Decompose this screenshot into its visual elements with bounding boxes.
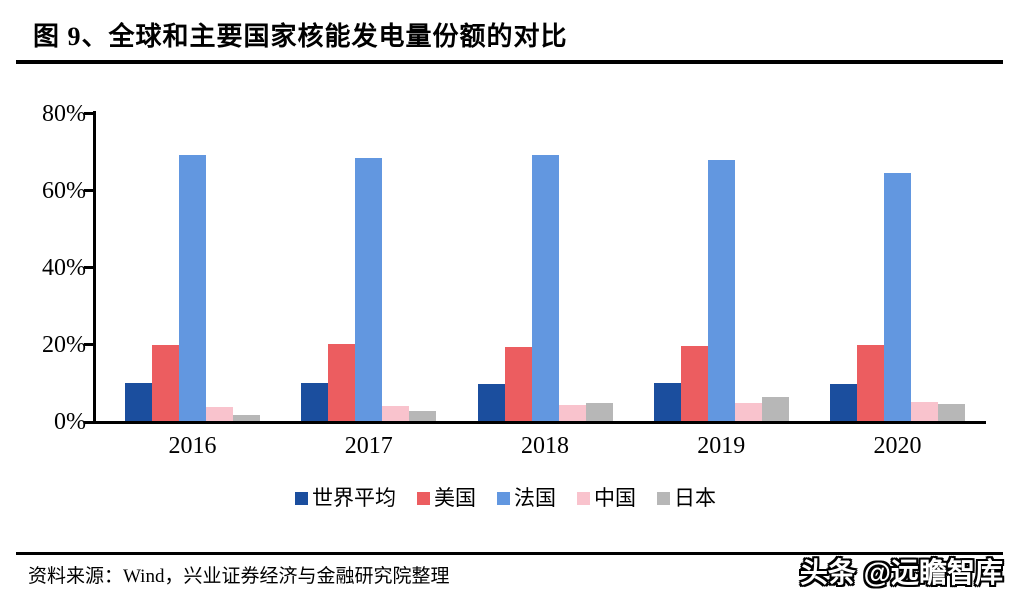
bar-世界平均-2019 xyxy=(653,383,681,421)
bar-中国-2016 xyxy=(206,407,233,421)
bar-日本-2020 xyxy=(938,404,965,421)
bar-法国-2017 xyxy=(355,157,383,421)
bar-中国-2017 xyxy=(382,406,410,421)
bar-美国-2019 xyxy=(680,345,708,421)
source-note: 资料来源：Wind，兴业证券经济与金融研究院整理 xyxy=(28,566,450,587)
y-tick-label: 60% xyxy=(42,178,86,204)
y-tick-mark xyxy=(84,343,94,346)
bar-美国-2018 xyxy=(504,347,532,421)
legend-item-世界平均: 世界平均 xyxy=(295,482,396,512)
bar-日本-2019 xyxy=(761,396,789,421)
legend-item-日本: 日本 xyxy=(657,482,716,512)
legend-label: 世界平均 xyxy=(312,486,396,510)
legend-swatch-icon xyxy=(417,491,430,505)
legend-label: 美国 xyxy=(434,486,476,510)
y-tick-mark xyxy=(84,266,94,269)
legend-item-法国: 法国 xyxy=(497,482,556,512)
bar-中国-2019 xyxy=(734,402,762,421)
y-tick-label: 80% xyxy=(42,101,86,127)
footer-divider xyxy=(16,552,1003,555)
bar-日本-2016 xyxy=(233,414,260,421)
y-tick-label: 20% xyxy=(42,332,86,358)
legend-item-中国: 中国 xyxy=(577,482,636,512)
legend-swatch-icon xyxy=(295,491,308,505)
legend-label: 日本 xyxy=(674,486,716,510)
legend-swatch-icon xyxy=(657,491,670,505)
watermark: 头条 @远瞻智库 xyxy=(799,557,1003,588)
x-axis xyxy=(84,421,986,424)
bar-美国-2020 xyxy=(857,345,884,421)
bar-中国-2020 xyxy=(911,401,938,421)
x-category-label: 2016 xyxy=(168,433,217,459)
x-category-label: 2017 xyxy=(344,433,393,459)
chart-legend: 世界平均 美国 法国 中国 日本 xyxy=(0,482,1011,512)
legend-label: 中国 xyxy=(594,486,636,510)
bar-美国-2016 xyxy=(152,345,179,421)
legend-swatch-icon xyxy=(577,491,590,505)
x-category-label: 2018 xyxy=(521,433,569,459)
bar-法国-2016 xyxy=(179,155,206,421)
bar-法国-2018 xyxy=(531,155,559,421)
bar-世界平均-2018 xyxy=(477,383,505,421)
y-tick-mark xyxy=(84,189,94,192)
legend-swatch-icon xyxy=(497,491,510,505)
bar-美国-2017 xyxy=(328,344,356,421)
bar-世界平均-2016 xyxy=(125,382,152,421)
title-divider xyxy=(16,60,1003,64)
bar-中国-2018 xyxy=(558,405,586,421)
y-tick-label: 0% xyxy=(54,409,86,435)
x-category-label: 2019 xyxy=(697,433,746,459)
legend-item-美国: 美国 xyxy=(417,482,476,512)
y-tick-label: 40% xyxy=(42,255,86,281)
legend-label: 法国 xyxy=(514,486,556,510)
bar-世界平均-2017 xyxy=(301,382,329,421)
bar-法国-2020 xyxy=(884,173,911,421)
figure-title: 图 9、全球和主要国家核能发电量份额的对比 xyxy=(33,22,568,51)
x-category-label: 2020 xyxy=(873,433,922,459)
y-tick-mark xyxy=(84,112,94,115)
bar-日本-2018 xyxy=(585,403,613,421)
y-axis xyxy=(93,111,96,424)
bar-世界平均-2020 xyxy=(830,384,857,421)
bar-日本-2017 xyxy=(409,410,437,421)
bar-法国-2019 xyxy=(707,159,735,421)
